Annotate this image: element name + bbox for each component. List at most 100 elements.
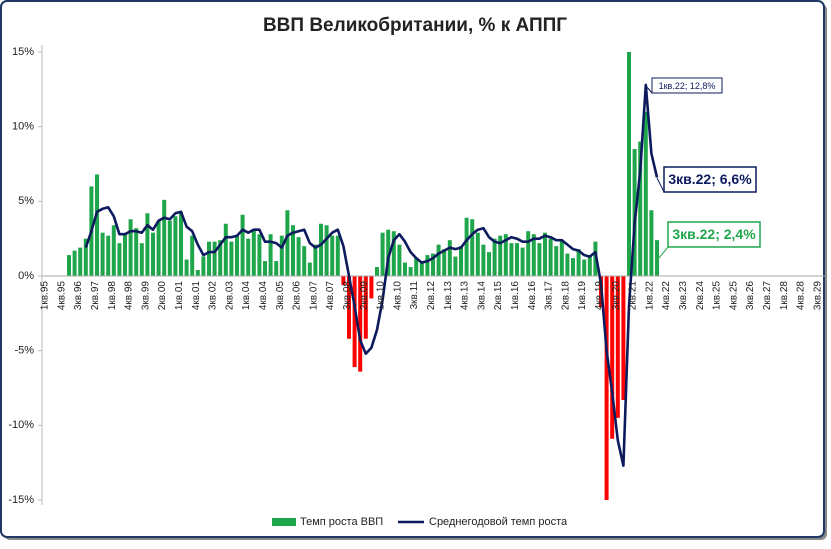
x-tick-label: 4кв.01: [191, 281, 202, 311]
x-tick-label: 3кв.26: [745, 281, 756, 311]
bar: [319, 223, 323, 276]
x-tick-label: 1кв.04: [241, 281, 252, 311]
bar: [151, 232, 155, 276]
x-tick-label: 3кв.96: [73, 281, 84, 311]
x-tick-label: 4кв.98: [124, 281, 135, 311]
bar: [391, 231, 396, 276]
bar: [436, 244, 441, 276]
bar: [307, 262, 312, 276]
bar: [257, 234, 262, 276]
line: [84, 83, 659, 467]
annotation-connector: [645, 85, 653, 94]
x-tick-label: 2кв.27: [762, 281, 773, 311]
x-tick-label: 2кв.24: [695, 281, 706, 311]
bar: [576, 249, 581, 276]
bar: [442, 249, 447, 276]
bar: [498, 235, 503, 276]
x-tick-label: 4кв.10: [392, 281, 403, 311]
bar: [464, 217, 469, 276]
bar: [627, 52, 631, 276]
bar: [571, 258, 575, 276]
annotation-box: [663, 166, 757, 193]
bar: [285, 210, 290, 276]
bar: [78, 247, 83, 276]
bar: [223, 223, 228, 276]
bar: [397, 244, 402, 276]
x-tick-label: 3кв.05: [275, 281, 286, 311]
bar: [179, 211, 183, 276]
bar: [145, 213, 150, 276]
bar: [520, 247, 525, 276]
bar: [543, 232, 547, 276]
bar: [246, 238, 251, 276]
bar: [128, 219, 133, 276]
bar: [111, 225, 116, 276]
chart-title: ВВП Великобритании, % к АППГ: [263, 15, 567, 36]
x-tick-label: 3кв.14: [476, 281, 487, 311]
bar: [201, 256, 206, 276]
bar: [615, 276, 620, 418]
bar: [565, 253, 570, 276]
x-tick-label: 2кв.18: [560, 281, 571, 311]
bar: [173, 216, 178, 276]
bar: [235, 235, 239, 276]
x-tick-label: 2кв.12: [426, 281, 437, 311]
bar: [375, 267, 379, 276]
y-tick-label: 10%: [12, 121, 34, 133]
bar: [604, 276, 609, 500]
x-tick-label: 4кв.22: [661, 281, 672, 311]
bar: [279, 235, 284, 276]
x-tick-label: 1кв.95: [40, 281, 51, 311]
x-tick-label: 2кв.15: [493, 281, 504, 311]
bar: [190, 235, 195, 276]
bar: [655, 240, 659, 276]
bar: [358, 276, 363, 372]
bar: [537, 243, 542, 276]
bar: [207, 241, 211, 276]
bar: [162, 199, 167, 276]
bar: [167, 220, 172, 276]
bar: [447, 240, 452, 276]
x-tick-label: 1кв.19: [577, 281, 588, 311]
bar: [380, 232, 385, 276]
x-tick-label: 4кв.16: [527, 281, 538, 311]
x-tick-label: 1кв.13: [443, 281, 454, 311]
x-tick-label: 3кв.02: [208, 281, 219, 311]
y-tick-label: 15%: [12, 46, 34, 58]
x-tick-label: 3кв.20: [611, 281, 622, 311]
bar: [296, 237, 301, 276]
bar: [587, 256, 592, 276]
bar: [487, 252, 491, 276]
x-tick-label: 1кв.22: [644, 281, 655, 311]
bar: [95, 174, 99, 276]
bar: [274, 261, 279, 276]
bar: [531, 234, 536, 276]
bar: [481, 244, 486, 276]
x-tick-label: 1кв.01: [174, 281, 185, 311]
x-tick-label: 3кв.11: [409, 281, 420, 310]
bar: [212, 241, 217, 276]
bar: [419, 262, 424, 276]
bar: [643, 111, 648, 276]
bar: [352, 276, 357, 368]
x-tick-label: 2кв.00: [157, 281, 168, 311]
bar: [218, 240, 223, 276]
bar: [554, 246, 559, 276]
x-tick-label: 3кв.29: [812, 281, 823, 311]
bar: [414, 258, 419, 276]
bar: [503, 234, 508, 276]
annotation-box: [667, 221, 761, 248]
x-tick-label: 1кв.98: [107, 281, 118, 311]
x-tick-label: 4кв.13: [460, 281, 471, 311]
bar: [403, 262, 407, 276]
x-tick-label: 1кв.10: [376, 281, 387, 311]
x-tick-label: 3кв.99: [140, 281, 151, 311]
bar: [582, 259, 587, 276]
bar: [347, 276, 351, 339]
bar: [431, 253, 435, 276]
bar: [470, 219, 475, 276]
x-tick-label: 1кв.16: [510, 281, 521, 311]
x-tick-label: 4кв.07: [325, 281, 336, 311]
y-tick-label: -5%: [14, 345, 34, 357]
